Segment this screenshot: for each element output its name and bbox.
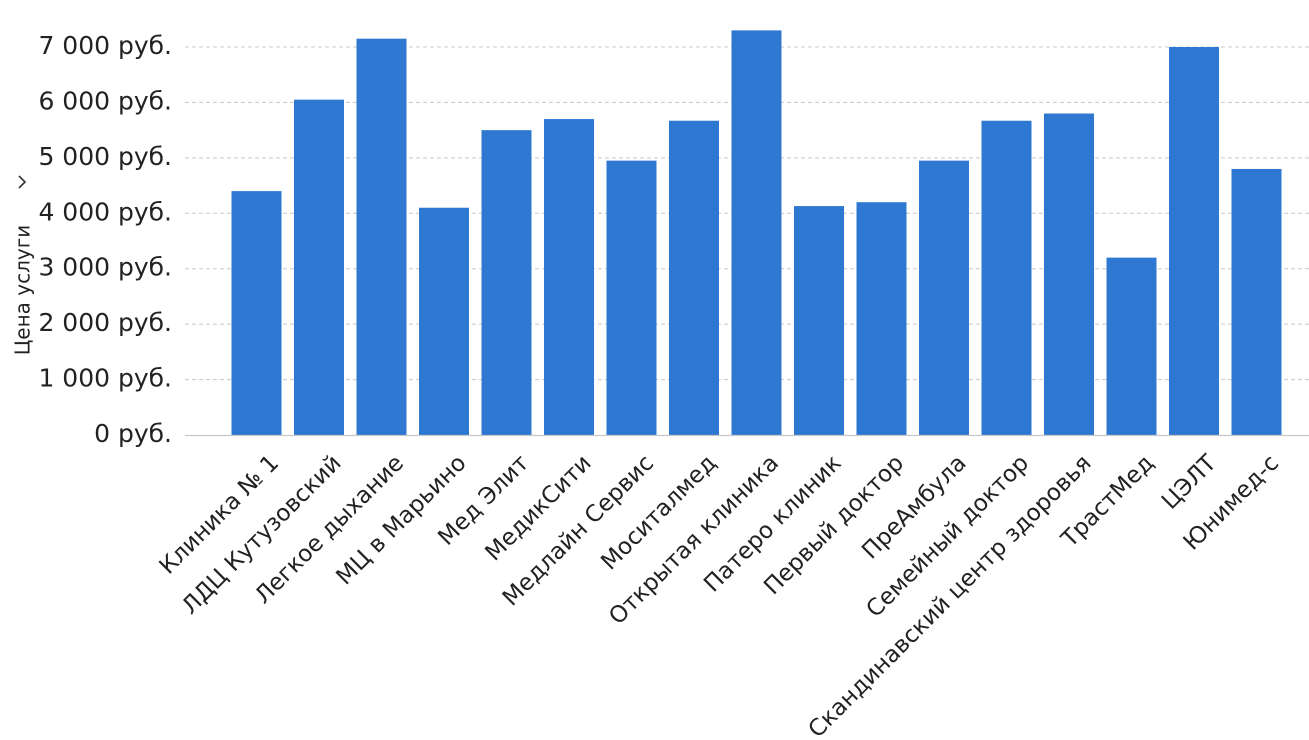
bar[interactable] bbox=[981, 120, 1032, 435]
bar[interactable] bbox=[669, 120, 719, 435]
y-axis-label: Цена услуги bbox=[11, 225, 35, 355]
bar[interactable] bbox=[606, 160, 657, 435]
y-tick-label: 2 000 руб. bbox=[38, 308, 172, 337]
bar[interactable] bbox=[419, 207, 469, 435]
bar[interactable] bbox=[1169, 47, 1219, 435]
y-axis-label-group[interactable]: Цена услуги bbox=[11, 175, 35, 355]
y-tick-label: 4 000 руб. bbox=[38, 197, 172, 226]
bar[interactable] bbox=[356, 38, 407, 435]
bar[interactable] bbox=[856, 202, 907, 435]
bar[interactable] bbox=[731, 30, 782, 435]
bar[interactable] bbox=[481, 130, 532, 435]
y-tick-label: 3 000 руб. bbox=[38, 253, 172, 282]
y-axis-ticks: 0 руб. 1 000 руб. 2 000 руб. 3 000 руб. 4 00… bbox=[38, 31, 172, 448]
y-tick-label: 7 000 руб. bbox=[38, 31, 172, 60]
y-tick-label: 1 000 руб. bbox=[38, 364, 172, 393]
bar[interactable] bbox=[794, 206, 844, 435]
y-tick-label: 5 000 руб. bbox=[38, 142, 172, 171]
bar[interactable] bbox=[1231, 168, 1282, 435]
bar[interactable] bbox=[231, 191, 282, 435]
bar[interactable] bbox=[1044, 113, 1094, 435]
bar[interactable] bbox=[919, 160, 969, 435]
y-tick-label: 6 000 руб. bbox=[38, 86, 172, 115]
bar[interactable] bbox=[544, 119, 594, 436]
bar[interactable] bbox=[1106, 257, 1157, 435]
chevron-down-icon bbox=[18, 175, 27, 189]
bar[interactable] bbox=[294, 99, 344, 436]
y-tick-label: 0 руб. bbox=[94, 419, 172, 448]
bars bbox=[231, 30, 1282, 436]
